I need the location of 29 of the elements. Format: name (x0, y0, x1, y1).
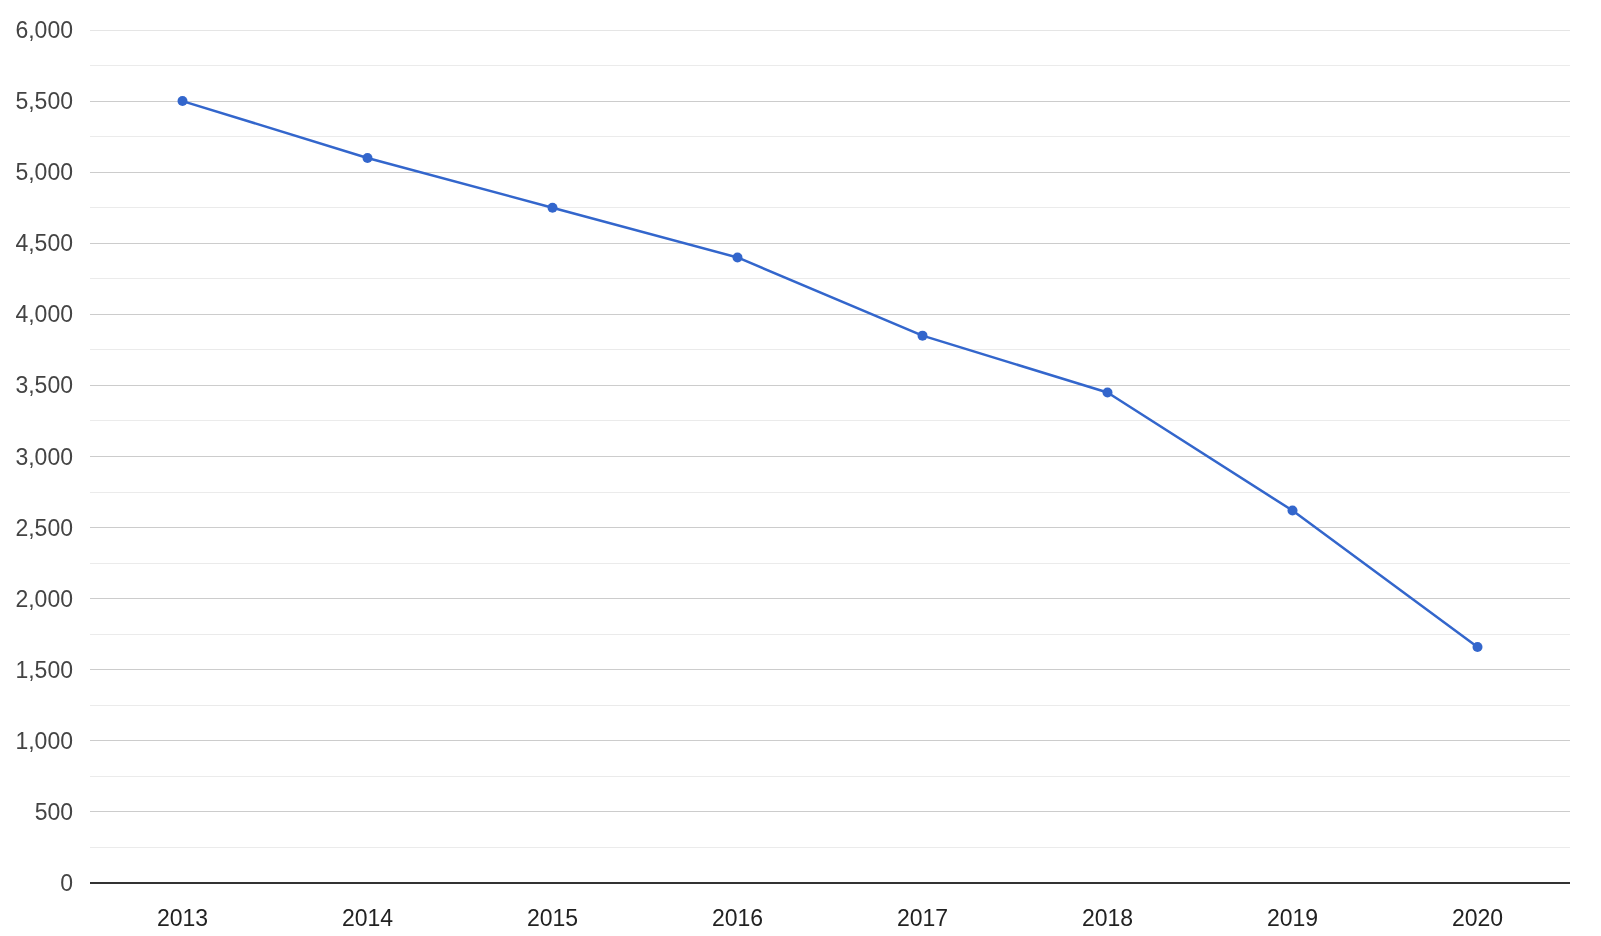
x-tick-label: 2013 (156, 905, 209, 931)
point (1472, 642, 1483, 652)
point (362, 152, 373, 163)
x-tick-label: 2020 (1451, 905, 1504, 931)
x-tick-label: 2015 (526, 905, 579, 931)
y-tick-label: 6,000 (15, 17, 73, 44)
y-tick-label: 2,000 (15, 585, 73, 612)
y-tick-label: 0 (60, 870, 73, 897)
x-tick-label: 2019 (1266, 905, 1319, 931)
y-tick-label: 1,000 (15, 727, 73, 754)
point (177, 96, 188, 107)
point (547, 202, 558, 213)
y-tick-label: 4,000 (15, 301, 73, 328)
x-tick-label: 2018 (1081, 905, 1134, 931)
x-tick-label: 2014 (341, 905, 394, 931)
y-tick-label: 500 (34, 798, 73, 825)
point (1287, 505, 1298, 516)
y-tick-label: 2,500 (15, 514, 73, 541)
y-tick-label: 5,000 (15, 159, 73, 186)
y-tick-label: 3,500 (15, 372, 73, 399)
point (917, 330, 928, 341)
y-tick-label: 4,500 (15, 230, 73, 257)
x-tick-label: 2016 (711, 905, 764, 931)
y-tick-label: 5,500 (15, 88, 73, 115)
y-tick-label: 1,500 (15, 656, 73, 683)
point (1102, 387, 1113, 398)
point (732, 252, 743, 263)
x-tick-label: 2017 (896, 905, 949, 931)
y-tick-label: 3,000 (15, 443, 73, 470)
